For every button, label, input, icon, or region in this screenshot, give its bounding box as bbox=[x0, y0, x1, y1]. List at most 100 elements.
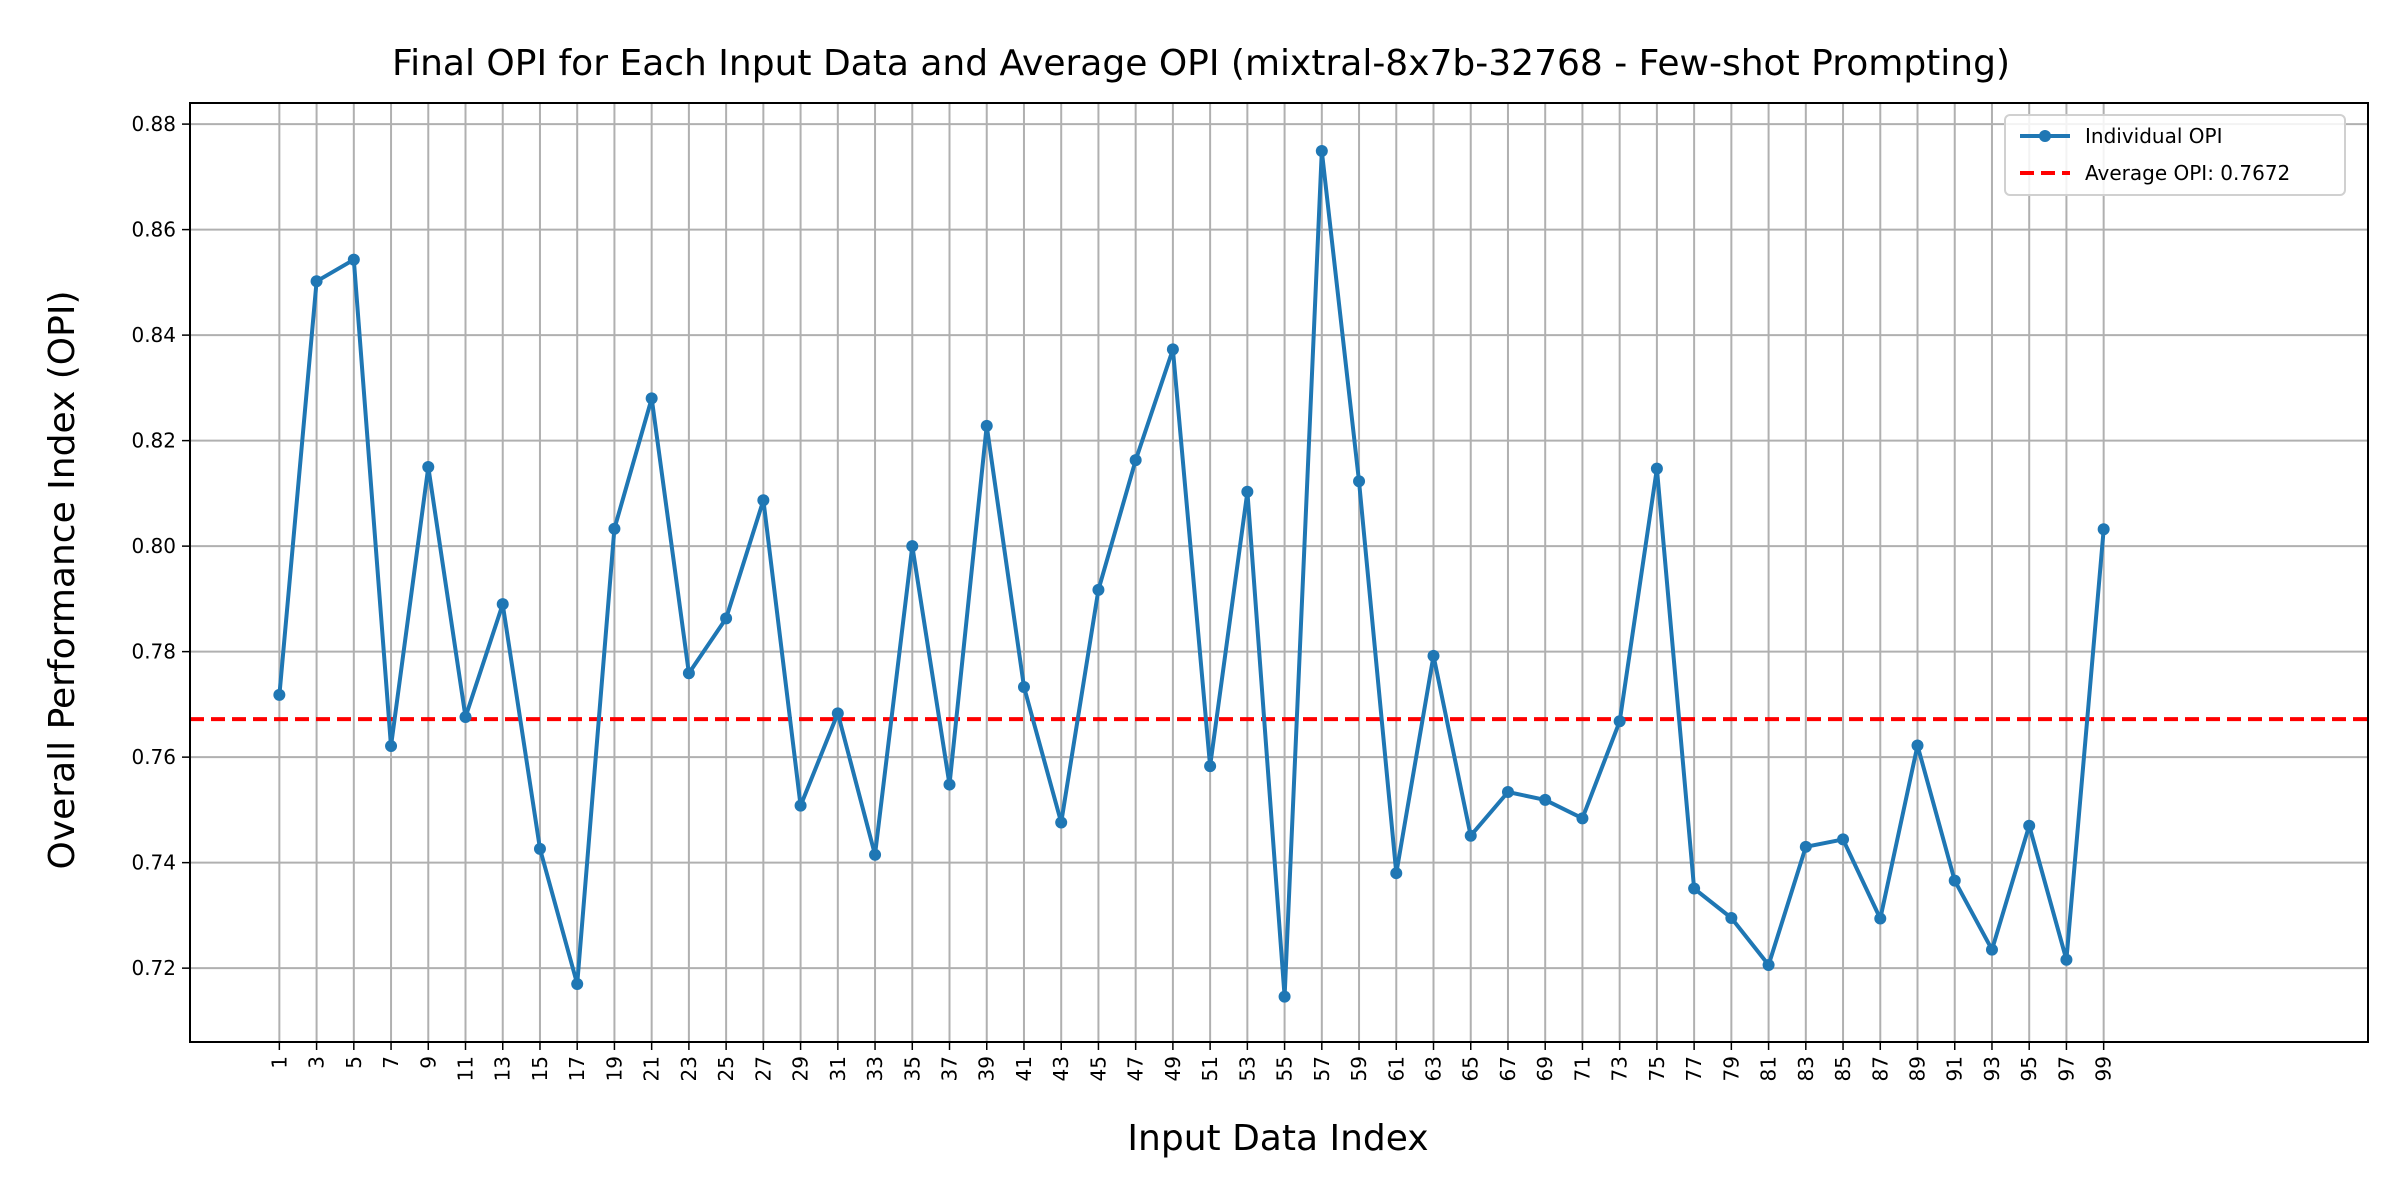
individual-opi-point bbox=[571, 977, 584, 990]
x-tick-label: 27 bbox=[751, 1056, 775, 1081]
x-tick-label: 41 bbox=[1012, 1056, 1036, 1081]
x-tick-label: 5 bbox=[342, 1056, 366, 1069]
individual-opi-point bbox=[1985, 943, 1998, 956]
individual-opi-line bbox=[277, 149, 2106, 999]
individual-opi-point bbox=[1613, 715, 1626, 728]
individual-opi-point bbox=[720, 612, 733, 625]
individual-opi-point bbox=[1166, 343, 1179, 356]
individual-opi-point bbox=[1688, 882, 1701, 895]
legend-entry-average-opi: Average OPI: 0.7672 bbox=[2085, 161, 2290, 185]
legend-box bbox=[2004, 114, 2346, 196]
legend-entry-individual-opi: Individual OPI bbox=[2085, 124, 2222, 148]
individual-opi-point bbox=[1799, 840, 1812, 853]
individual-opi-point bbox=[2023, 819, 2036, 832]
individual-opi-point bbox=[1762, 958, 1775, 971]
x-tick-label: 61 bbox=[1384, 1056, 1408, 1081]
legend-marker-individual-opi bbox=[2039, 130, 2051, 142]
y-tick-label: 0.76 bbox=[131, 745, 176, 769]
x-tick-label: 3 bbox=[305, 1056, 329, 1069]
x-tick-label: 51 bbox=[1198, 1056, 1222, 1081]
x-tick-label: 49 bbox=[1161, 1056, 1185, 1081]
x-tick-label: 73 bbox=[1608, 1056, 1632, 1081]
individual-opi-point bbox=[1576, 812, 1589, 825]
individual-opi-point bbox=[1278, 990, 1291, 1003]
individual-opi-point bbox=[794, 799, 807, 812]
x-tick-label: 29 bbox=[789, 1056, 813, 1081]
x-tick-label: 89 bbox=[1906, 1056, 1930, 1081]
individual-opi-point bbox=[1874, 912, 1887, 925]
x-tick-label: 33 bbox=[863, 1056, 887, 1081]
individual-opi-point bbox=[608, 522, 621, 535]
y-axis-ticks: 0.72 0.74 0.76 0.78 0.80 0.82 0.84 0.86 0.88 bbox=[131, 112, 190, 980]
x-tick-label: 77 bbox=[1682, 1056, 1706, 1081]
x-axis-label: Input Data Index bbox=[1127, 1118, 1428, 1159]
individual-opi-point bbox=[1427, 649, 1440, 662]
x-tick-label: 39 bbox=[975, 1056, 999, 1081]
series-layer bbox=[273, 145, 2110, 1003]
y-tick-label: 0.72 bbox=[131, 956, 176, 980]
individual-opi-point bbox=[1501, 785, 1514, 798]
individual-opi-point bbox=[1129, 454, 1142, 467]
individual-opi-point bbox=[385, 740, 398, 753]
individual-opi-point bbox=[273, 688, 286, 701]
x-tick-label: 69 bbox=[1533, 1056, 1557, 1081]
individual-opi-point bbox=[1241, 485, 1254, 498]
individual-opi-point bbox=[1017, 680, 1030, 693]
x-tick-label: 9 bbox=[416, 1056, 440, 1069]
x-tick-label: 35 bbox=[900, 1056, 924, 1081]
individual-opi-point bbox=[1390, 867, 1403, 880]
y-tick-label: 0.86 bbox=[131, 218, 176, 242]
x-tick-label: 79 bbox=[1719, 1056, 1743, 1081]
x-tick-label: 97 bbox=[2054, 1056, 2078, 1081]
y-tick-label: 0.82 bbox=[131, 429, 176, 453]
plot-frame bbox=[189, 102, 2369, 1043]
x-tick-label: 59 bbox=[1347, 1056, 1371, 1081]
x-tick-label: 21 bbox=[640, 1056, 664, 1081]
individual-opi-point bbox=[347, 253, 360, 266]
x-axis-ticks: 1 3 5 7 9 11 13 15 17 19 21 23 25 27 29 31 33 35 37 39 41 43 4… bbox=[267, 1042, 2116, 1081]
x-tick-label: 91 bbox=[1943, 1056, 1967, 1081]
individual-opi-point bbox=[1837, 833, 1850, 846]
individual-opi-point bbox=[459, 711, 472, 724]
x-tick-label: 67 bbox=[1496, 1056, 1520, 1081]
x-tick-label: 75 bbox=[1645, 1056, 1669, 1081]
x-tick-label: 17 bbox=[565, 1056, 589, 1081]
x-tick-label: 31 bbox=[826, 1056, 850, 1081]
y-tick-label: 0.88 bbox=[131, 112, 176, 136]
legend: Individual OPI Average OPI: 0.7672 bbox=[2004, 114, 2346, 196]
x-tick-label: 47 bbox=[1124, 1056, 1148, 1081]
x-tick-label: 7 bbox=[379, 1056, 403, 1069]
x-tick-label: 45 bbox=[1086, 1056, 1110, 1081]
individual-opi-point bbox=[831, 707, 844, 720]
individual-opi-point bbox=[1948, 874, 1961, 887]
individual-opi-point bbox=[1464, 829, 1477, 842]
x-tick-label: 37 bbox=[938, 1056, 962, 1081]
x-tick-label: 95 bbox=[2017, 1056, 2041, 1081]
x-tick-label: 65 bbox=[1459, 1056, 1483, 1081]
y-tick-label: 0.84 bbox=[131, 323, 176, 347]
individual-opi-point bbox=[1055, 816, 1068, 829]
individual-opi-point bbox=[2060, 953, 2073, 966]
individual-opi-point bbox=[1650, 462, 1663, 475]
y-tick-label: 0.78 bbox=[131, 640, 176, 664]
individual-opi-point bbox=[1092, 583, 1105, 596]
individual-opi-point bbox=[1315, 145, 1328, 158]
x-tick-label: 25 bbox=[714, 1056, 738, 1081]
x-tick-label: 23 bbox=[677, 1056, 701, 1081]
individual-opi-point bbox=[682, 667, 695, 680]
x-tick-label: 81 bbox=[1757, 1056, 1781, 1081]
x-tick-label: 13 bbox=[491, 1056, 515, 1081]
x-tick-label: 87 bbox=[1868, 1056, 1892, 1081]
individual-opi-point bbox=[757, 494, 770, 507]
y-axis-label: Overall Performance Index (OPI) bbox=[42, 291, 83, 870]
individual-opi-point bbox=[906, 540, 919, 553]
individual-opi-point bbox=[869, 848, 882, 861]
individual-opi-point bbox=[1539, 793, 1552, 806]
x-tick-label: 15 bbox=[528, 1056, 552, 1081]
x-tick-label: 71 bbox=[1570, 1056, 1594, 1081]
x-tick-label: 99 bbox=[2092, 1056, 2116, 1081]
x-tick-label: 55 bbox=[1273, 1056, 1297, 1081]
x-tick-label: 63 bbox=[1422, 1056, 1446, 1081]
x-tick-label: 43 bbox=[1049, 1056, 1073, 1081]
